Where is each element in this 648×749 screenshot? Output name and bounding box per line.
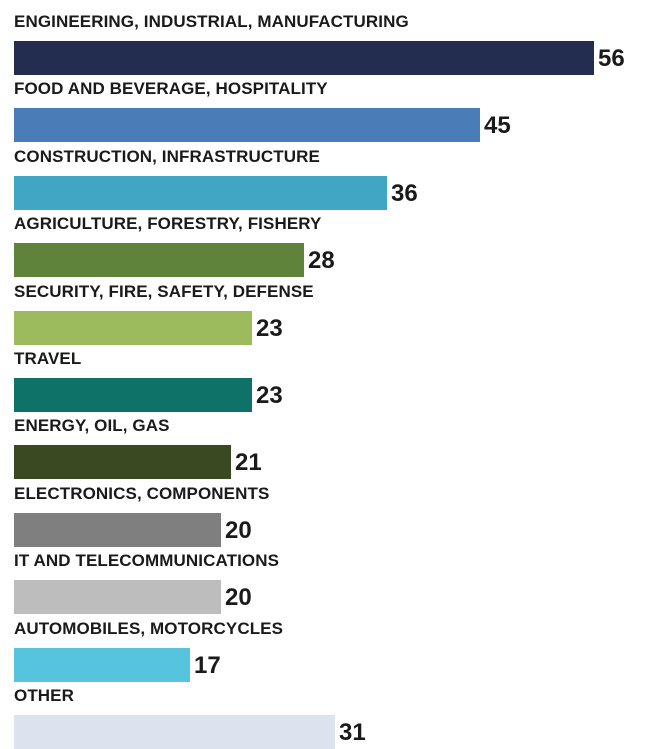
category-label: TRAVEL xyxy=(14,349,82,368)
category-label: ENGINEERING, INDUSTRIAL, MANUFACTURING xyxy=(14,12,409,31)
value-label: 36 xyxy=(391,179,418,207)
category-label: OTHER xyxy=(14,686,74,705)
bar xyxy=(14,580,221,615)
bar xyxy=(14,310,252,345)
bar xyxy=(14,108,480,143)
category-label: ENERGY, OIL, GAS xyxy=(14,416,170,436)
value-label: 17 xyxy=(194,651,221,679)
value-label: 45 xyxy=(484,112,511,140)
category-label: ELECTRONICS, COMPONENTS xyxy=(14,483,270,503)
category-label: CONSTRUCTION, INFRASTRUCTURE xyxy=(14,146,320,166)
bar xyxy=(14,175,387,210)
category-label: IT AND TELECOMMUNICATIONS xyxy=(14,551,280,571)
bar xyxy=(14,647,190,682)
bar xyxy=(14,715,335,749)
category-label: AUTOMOBILES, MOTORCYCLES xyxy=(14,618,284,638)
value-label: 23 xyxy=(256,314,283,342)
bar xyxy=(14,243,304,278)
bar xyxy=(14,512,221,547)
value-label: 56 xyxy=(598,45,625,72)
value-label: 28 xyxy=(308,247,335,275)
category-label: AGRICULTURE, FORESTRY, FISHERY xyxy=(14,214,322,234)
bar xyxy=(14,41,594,75)
bar xyxy=(14,378,252,412)
value-label: 20 xyxy=(225,516,252,544)
category-label: SECURITY, FIRE, SAFETY, DEFENSE xyxy=(14,281,314,301)
bar xyxy=(14,445,231,480)
value-label: 21 xyxy=(235,449,262,477)
value-label: 20 xyxy=(225,584,252,612)
value-label: 23 xyxy=(256,382,283,409)
category-label: FOOD AND BEVERAGE, HOSPITALITY xyxy=(14,79,328,99)
value-label: 31 xyxy=(339,719,366,746)
